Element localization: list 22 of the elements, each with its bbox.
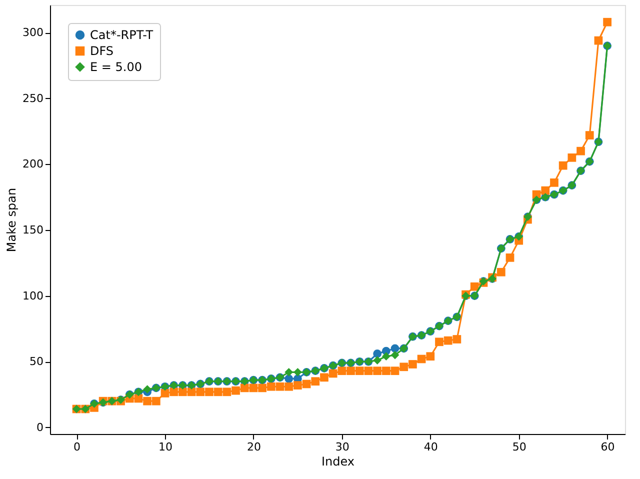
x-tick-label: 50 — [512, 440, 526, 454]
y-tick-label: 200 — [22, 158, 44, 171]
y-axis-title: Make span — [4, 188, 19, 252]
point — [390, 344, 400, 353]
x-tick-label: 60 — [600, 440, 615, 454]
legend-label: Cat*-RPT-T — [90, 28, 154, 42]
x-tick-label: 10 — [158, 440, 172, 454]
y-tick-label: 250 — [22, 92, 44, 105]
x-axis-title: Index — [321, 454, 355, 468]
y-tick-label: 150 — [22, 224, 44, 237]
legend-label: E = 5.00 — [90, 60, 142, 74]
y-tick-label: 50 — [30, 355, 44, 368]
point — [284, 374, 294, 383]
y-tick-label: 300 — [22, 26, 44, 40]
x-tick-label: 0 — [74, 440, 81, 454]
x-tick-label: 30 — [335, 440, 350, 454]
point — [373, 350, 382, 358]
legend-label: DFS — [90, 44, 114, 58]
y-tick-label: 100 — [22, 289, 44, 302]
x-tick-label: 20 — [246, 440, 261, 454]
x-tick-label: 40 — [424, 440, 438, 454]
y-tick-label: 0 — [36, 420, 44, 434]
